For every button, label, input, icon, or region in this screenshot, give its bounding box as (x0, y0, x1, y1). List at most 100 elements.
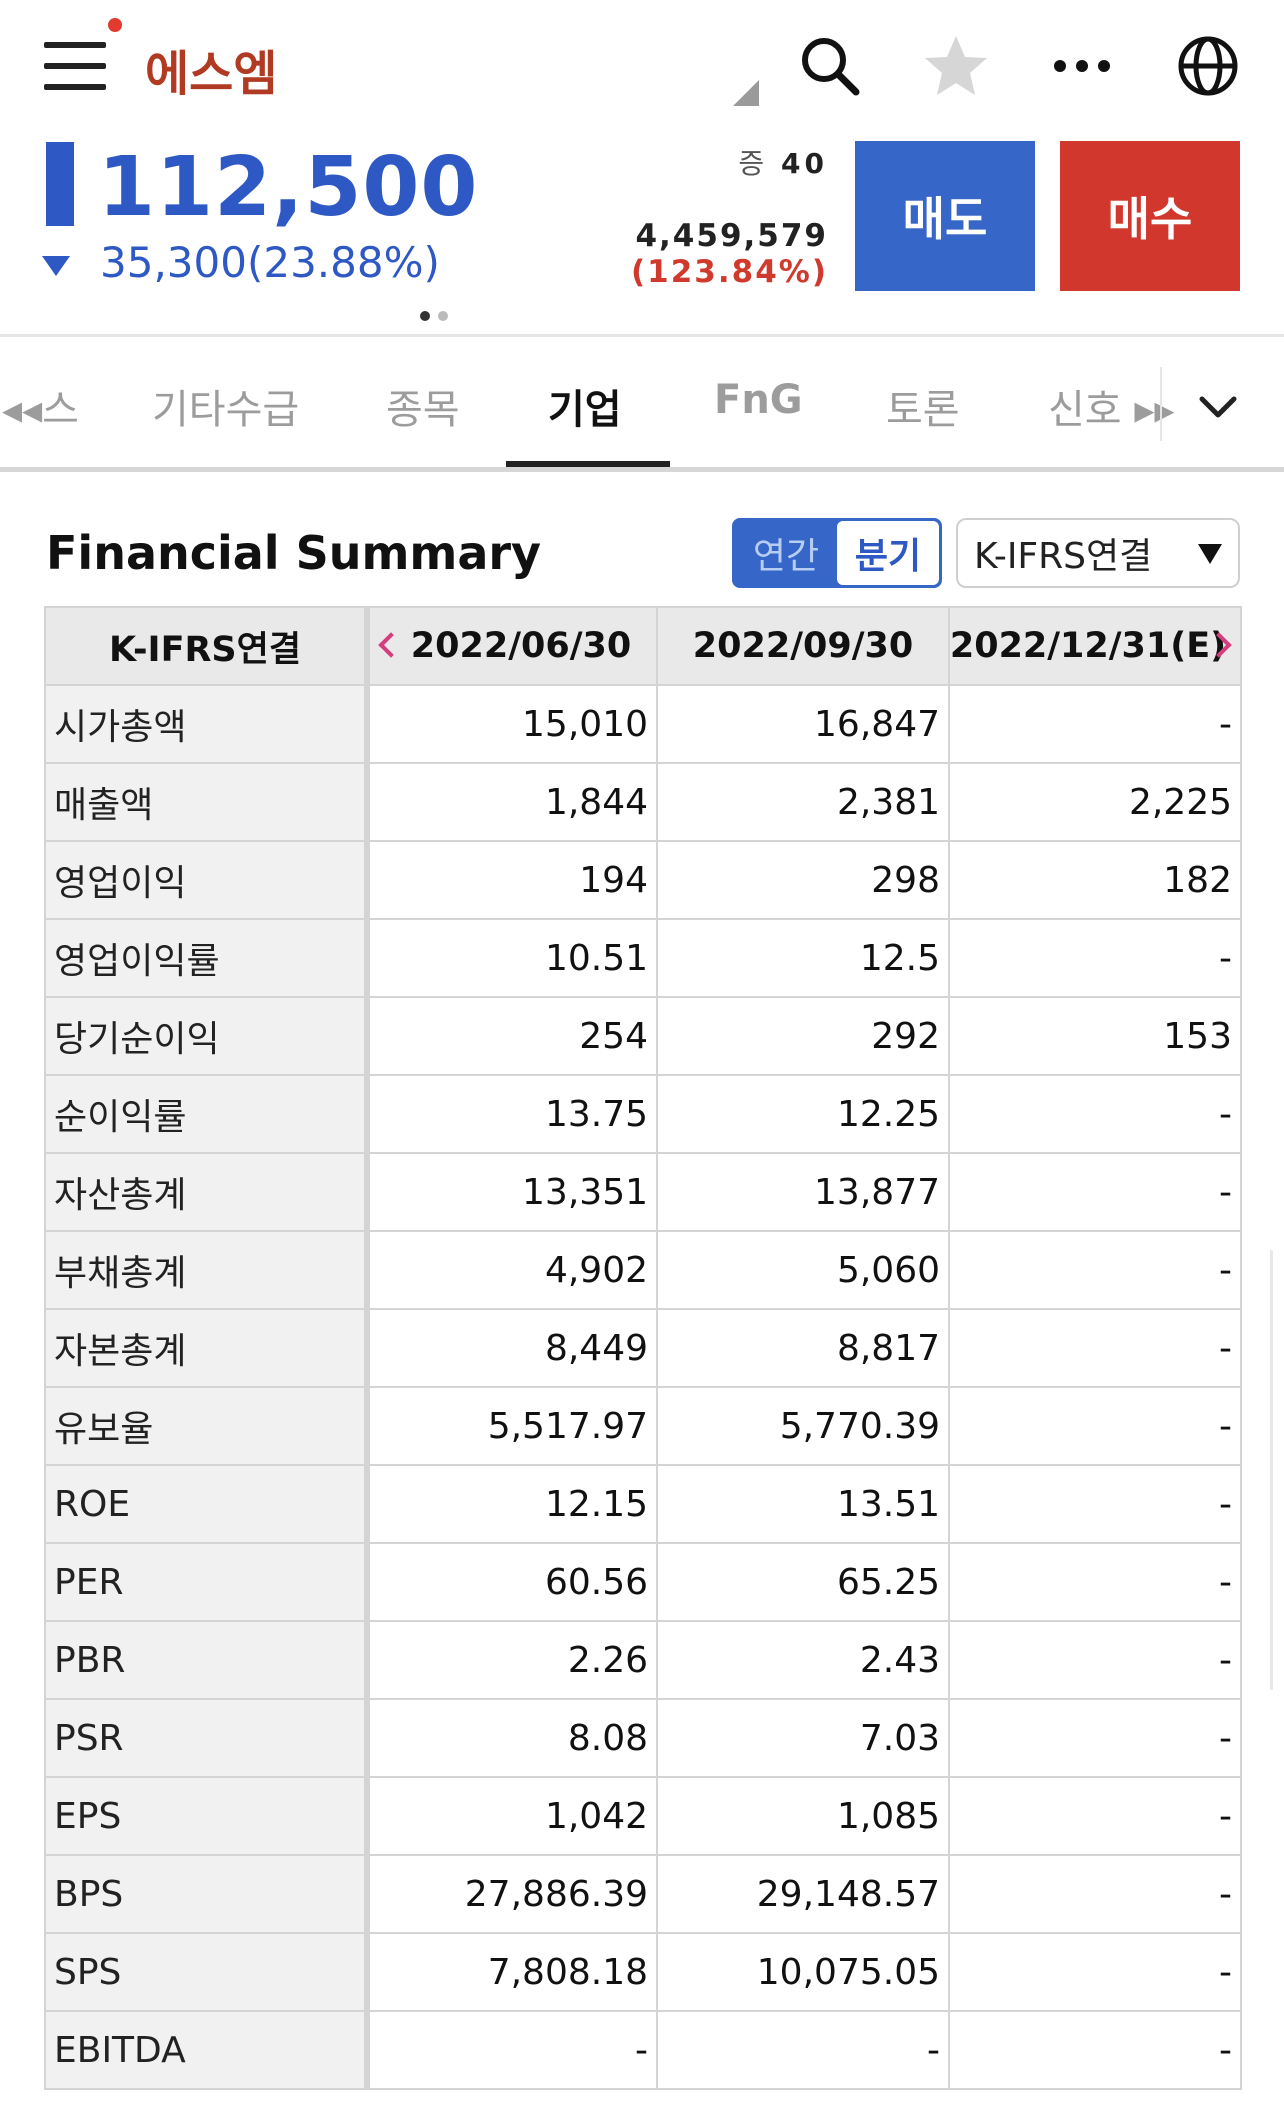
table-cell: 5,770.39 (656, 1386, 950, 1466)
corner-triangle-icon (733, 80, 759, 106)
table-row: PSR 8.08 7.03- (44, 1698, 1242, 1778)
table-cell: 13,877 (656, 1152, 950, 1232)
table-cell: 7.03 (656, 1698, 950, 1778)
table-cell: 153 (948, 996, 1242, 1076)
table-cell: 2,381 (656, 762, 950, 842)
column-header: 2022/12/31(E) (948, 606, 1242, 686)
step-prefix: 증 (738, 147, 769, 180)
table-cell: 16,847 (656, 684, 950, 764)
table-cell: 8.08 (366, 1698, 658, 1778)
tab-stock[interactable]: 종목 (386, 387, 460, 433)
row-label: 영업이익률 (44, 918, 370, 998)
table-cell: 298 (656, 840, 950, 920)
chevron-down-icon[interactable] (1196, 387, 1240, 427)
column-header: 2022/09/30 (656, 606, 950, 686)
table-cell: 5,060 (656, 1230, 950, 1310)
star-icon[interactable] (920, 30, 992, 102)
row-label: 자산총계 (44, 1152, 370, 1232)
table-cell: 2.26 (366, 1620, 658, 1700)
table-cell: 8,817 (656, 1308, 950, 1388)
column-header: 2022/06/30 (366, 606, 658, 686)
table-row: 영업이익 194 298 182 (44, 840, 1242, 920)
table-cell: 10.51 (366, 918, 658, 998)
table-cell: - (948, 1542, 1242, 1622)
table-cell: 12.25 (656, 1074, 950, 1154)
row-label: 자본총계 (44, 1308, 370, 1388)
table-row: 영업이익률 10.51 12.5- (44, 918, 1242, 998)
row-label: PER (44, 1542, 370, 1622)
table-cell: 15,010 (366, 684, 658, 764)
table-cell: - (948, 1698, 1242, 1778)
tabs-divider (0, 467, 1284, 472)
table-row: 자본총계 8,449 8,817- (44, 1308, 1242, 1388)
top-bar: 에스엠 (0, 0, 1284, 130)
table-cell: - (948, 2010, 1242, 2090)
table-cell: 10,075.05 (656, 1932, 950, 2012)
table-cell: 5,517.97 (366, 1386, 658, 1466)
table-cell: 13.75 (366, 1074, 658, 1154)
price-change-value: 35,300(23.88%) (100, 238, 440, 287)
table-cell: - (948, 1230, 1242, 1310)
accounting-standard-value: K-IFRS연결 (974, 536, 1153, 577)
table-cell: - (948, 1854, 1242, 1934)
current-price: 112,500 (98, 140, 479, 235)
table-cell: 60.56 (366, 1542, 658, 1622)
table-cell: - (948, 684, 1242, 764)
sell-button[interactable]: 매도 (855, 141, 1035, 291)
table-row: PBR 2.26 2.43- (44, 1620, 1242, 1700)
row-label: ROE (44, 1464, 370, 1544)
scrollbar[interactable] (1270, 1250, 1273, 1690)
tab-fng[interactable]: FnG (714, 377, 803, 423)
table-cell: 13,351 (366, 1152, 658, 1232)
table-row: SPS 7,808.18 10,075.05- (44, 1932, 1242, 2012)
table-cell: - (948, 1620, 1242, 1700)
period-toggle[interactable]: 연간 분기 (732, 518, 942, 588)
table-cell: 2.43 (656, 1620, 950, 1700)
table-cell: 27,886.39 (366, 1854, 658, 1934)
globe-icon[interactable] (1172, 30, 1244, 102)
table-cell: - (948, 1308, 1242, 1388)
table-cell: 13.51 (656, 1464, 950, 1544)
table-cell: - (366, 2010, 658, 2090)
price-change: 35,300(23.88%) (42, 238, 440, 287)
trade-volume: 4,459,579 (635, 218, 828, 254)
stock-name[interactable]: 에스엠 (145, 46, 278, 102)
table-cell: 1,042 (366, 1776, 658, 1856)
row-label: 부채총계 (44, 1230, 370, 1310)
table-cell: 8,449 (366, 1308, 658, 1388)
active-tab-indicator (506, 461, 670, 467)
period-quarter-option[interactable]: 분기 (837, 521, 939, 585)
table-row: 순이익률 13.75 12.25- (44, 1074, 1242, 1154)
tab-company[interactable]: 기업 (548, 387, 622, 433)
table-row: 매출액 1,844 2,381 2,225 (44, 762, 1242, 842)
table-cell: 2,225 (948, 762, 1242, 842)
table-row: PER 60.56 65.25- (44, 1542, 1242, 1622)
caret-down-icon (1198, 544, 1222, 564)
table-cell: 1,085 (656, 1776, 950, 1856)
table-cell: - (948, 1932, 1242, 2012)
table-row: 부채총계 4,902 5,060- (44, 1230, 1242, 1310)
search-icon[interactable] (794, 30, 866, 102)
tab-signal[interactable]: 신호 ▸▸ (1048, 387, 1175, 433)
buy-button[interactable]: 매수 (1060, 141, 1240, 291)
step-label: 증 40 (738, 142, 828, 182)
table-cell: - (948, 1464, 1242, 1544)
row-label: 유보율 (44, 1386, 370, 1466)
tab-news[interactable]: ◂◂스 (2, 387, 79, 433)
more-icon[interactable] (1046, 30, 1118, 102)
tab-other-supply[interactable]: 기타수급 (152, 387, 300, 433)
row-label: EBITDA (44, 2010, 370, 2090)
table-cell: 12.15 (366, 1464, 658, 1544)
row-label: 당기순이익 (44, 996, 370, 1076)
table-cell: - (656, 2010, 950, 2090)
chevron-left-icon[interactable] (378, 632, 404, 658)
table-cell: 1,844 (366, 762, 658, 842)
tab-discussion[interactable]: 토론 (886, 387, 960, 433)
period-annual-option[interactable]: 연간 (735, 521, 837, 585)
table-row: ROE 12.15 13.51- (44, 1464, 1242, 1544)
menu-icon[interactable] (44, 42, 106, 90)
tab-separator (1160, 367, 1162, 441)
accounting-standard-select[interactable]: K-IFRS연결 (956, 518, 1240, 588)
table-cell: 4,902 (366, 1230, 658, 1310)
table-cell: - (948, 918, 1242, 998)
